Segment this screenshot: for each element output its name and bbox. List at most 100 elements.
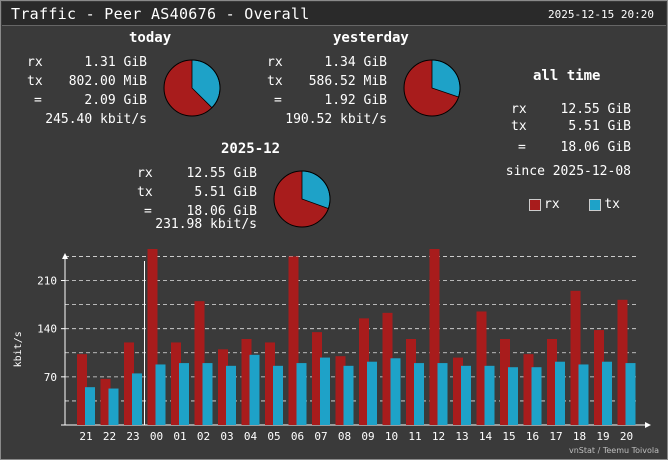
bar-rx: [476, 311, 487, 425]
month-tx-label: tx: [137, 185, 153, 200]
today-rx-label: rx: [27, 55, 43, 70]
today-total-value: 2.09 GiB: [84, 93, 147, 108]
bar-rx: [382, 312, 393, 425]
yesterday-total-label: =: [274, 93, 282, 108]
month-pie-outline: [273, 170, 331, 228]
timestamp: 2025-12-15 20:20: [548, 8, 654, 21]
bar-tx: [508, 367, 518, 425]
bar-tx: [578, 364, 589, 425]
bar-rx: [617, 299, 628, 425]
bar-tx: [343, 365, 354, 425]
x-tick-label: 19: [596, 430, 609, 443]
page-title: Traffic - Peer AS40676 - Overall: [11, 5, 310, 23]
y-tick-label: 210: [37, 275, 57, 288]
x-tick-label: 11: [408, 430, 421, 443]
bar-rx: [594, 330, 604, 425]
x-tick-label: 07: [314, 430, 327, 443]
today-labels: rx: [27, 53, 43, 72]
alltime-rx-value: 12.55 GiB: [560, 102, 631, 117]
bar-tx: [531, 367, 542, 425]
bar-rx: [171, 342, 181, 425]
bar-rx: [265, 342, 275, 425]
bar-tx: [602, 361, 612, 425]
hourly-traffic-chart: 70 140 210 kbit/s 21 22 23 00 01 02 03 04 05 06 07 08 09…: [13, 249, 651, 443]
x-tick-label: 01: [173, 430, 186, 443]
bar-tx: [461, 365, 471, 425]
month-total-value: 18.06 GiB: [186, 204, 257, 219]
x-tick-label: 16: [526, 430, 539, 443]
yesterday-heading: yesterday: [333, 30, 409, 46]
bar-rx: [547, 339, 557, 425]
today-pie: [163, 59, 221, 117]
bar-tx: [296, 363, 307, 425]
bar-rx: [335, 356, 346, 425]
today-tx-value: 802.00 MiB: [68, 74, 147, 89]
today-tx-label: tx: [27, 74, 43, 89]
x-tick-label: 08: [338, 430, 351, 443]
x-tick-label: 12: [432, 430, 445, 443]
bar-tx: [414, 363, 424, 425]
x-tick-label: 04: [244, 430, 258, 443]
month-tx-value: 5.51 GiB: [194, 185, 257, 200]
credit: vnStat / Teemu Toivola: [568, 446, 659, 455]
title-bar: Traffic - Peer AS40676 - Overall 2025-12…: [2, 2, 666, 26]
bar-tx: [85, 387, 95, 425]
yesterday-pie-outline: [403, 59, 461, 117]
bar-tx: [132, 373, 142, 425]
month-rx-value: 12.55 GiB: [186, 166, 257, 181]
legend-tx-label: tx: [604, 197, 620, 212]
month-heading: 2025-12: [221, 141, 281, 157]
bar-rx: [241, 339, 252, 425]
x-tick-label: 02: [197, 430, 210, 443]
bar-tx: [155, 364, 166, 425]
bar-rx: [429, 249, 440, 425]
bar-rx: [100, 378, 111, 425]
legend-rx-label: rx: [544, 197, 560, 212]
alltime-tx-label: tx: [511, 119, 527, 134]
legend-rx-swatch: [529, 198, 541, 211]
y-tick-label: 70: [44, 371, 57, 384]
x-tick-label: 03: [220, 430, 233, 443]
x-tick-label: 15: [502, 430, 515, 443]
bar-tx: [437, 363, 448, 425]
alltime-rx-label: rx: [511, 102, 527, 117]
yesterday-total-value: 1.92 GiB: [324, 93, 387, 108]
bar-tx: [249, 354, 260, 425]
x-tick-label: 17: [549, 430, 562, 443]
bar-rx: [359, 318, 369, 425]
today-heading: today: [129, 30, 172, 46]
yesterday-pie: [403, 59, 461, 117]
x-tick-label: 14: [479, 430, 493, 443]
today-rate: 245.40 kbit/s: [45, 112, 147, 127]
legend: rx tx: [529, 197, 620, 212]
x-tick-label: 21: [79, 430, 92, 443]
bar-tx: [202, 363, 213, 425]
bar-tx: [484, 365, 495, 425]
month-total-label: =: [144, 204, 152, 219]
y-axis-arrow: [62, 253, 68, 259]
bar-tx: [390, 358, 401, 425]
bar-tx: [625, 363, 636, 425]
y-axis-label: kbit/s: [13, 331, 24, 367]
x-tick-label: 23: [126, 430, 139, 443]
yesterday-tx-label: tx: [267, 74, 283, 89]
bar-tx: [108, 388, 119, 425]
alltime-heading: all time: [533, 68, 601, 84]
x-tick-label: 00: [150, 430, 163, 443]
bar-rx: [288, 256, 299, 425]
bar-rx: [124, 342, 134, 425]
x-tick-label: 20: [620, 430, 633, 443]
x-axis-arrow: [645, 422, 651, 428]
alltime-total-value: 18.06 GiB: [560, 140, 631, 155]
month-rx-label: rx: [137, 166, 153, 181]
x-tick-label: 06: [291, 430, 304, 443]
yesterday-rx-label: rx: [267, 55, 283, 70]
x-tick-label: 10: [385, 430, 398, 443]
bar-rx: [312, 332, 322, 425]
x-tick-label: 18: [573, 430, 586, 443]
bar-rx: [523, 354, 534, 425]
yesterday-rate: 190.52 kbit/s: [285, 112, 387, 127]
today-pie-outline: [163, 59, 221, 117]
x-tick-label: 22: [103, 430, 116, 443]
